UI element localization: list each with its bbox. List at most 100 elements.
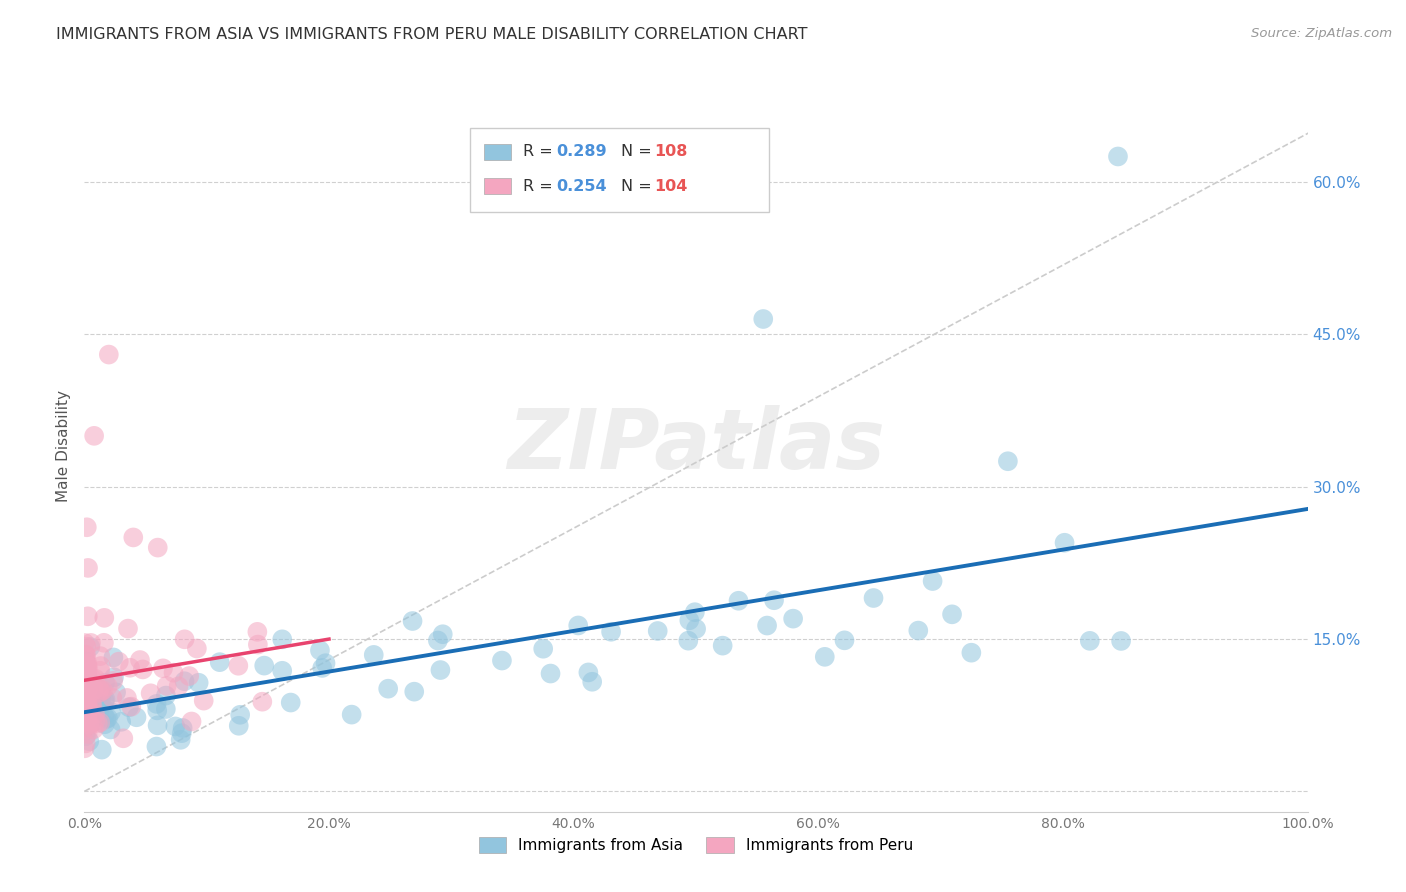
Point — [73, 686, 96, 700]
Point — [75, 670, 97, 684]
Text: N =: N = — [621, 178, 657, 194]
Point — [960, 646, 983, 660]
Point — [75, 688, 97, 702]
Point — [73, 690, 96, 705]
Point — [75, 650, 97, 665]
Bar — [484, 144, 512, 160]
Point — [89, 649, 111, 664]
Point — [165, 719, 187, 733]
Point — [89, 664, 111, 678]
Point — [73, 702, 96, 716]
Point — [683, 605, 706, 619]
Text: 104: 104 — [654, 178, 688, 194]
Bar — [484, 178, 512, 194]
Point — [173, 674, 195, 689]
Point — [91, 683, 114, 698]
Y-axis label: Male Disability: Male Disability — [56, 390, 72, 502]
Point — [77, 659, 100, 673]
Point — [75, 675, 97, 690]
Point — [118, 700, 141, 714]
Point — [145, 739, 167, 754]
Point — [101, 690, 124, 705]
Text: Source: ZipAtlas.com: Source: ZipAtlas.com — [1251, 27, 1392, 40]
Point — [76, 711, 98, 725]
Point — [77, 734, 100, 748]
Point — [79, 683, 101, 698]
Point — [79, 693, 101, 707]
Point — [315, 657, 337, 671]
Point — [75, 705, 97, 719]
Point — [77, 699, 100, 714]
Point — [145, 697, 167, 711]
Point — [782, 612, 804, 626]
Point — [87, 706, 110, 720]
Point — [76, 727, 98, 741]
Point — [80, 671, 103, 685]
Point — [75, 671, 97, 685]
Point — [90, 685, 112, 699]
Point — [76, 520, 98, 534]
Point — [921, 574, 943, 588]
Point — [73, 698, 96, 712]
Point — [76, 709, 98, 723]
Point — [73, 711, 96, 725]
Point — [84, 672, 107, 686]
Text: IMMIGRANTS FROM ASIA VS IMMIGRANTS FROM PERU MALE DISABILITY CORRELATION CHART: IMMIGRANTS FROM ASIA VS IMMIGRANTS FROM … — [56, 27, 807, 42]
Point — [941, 607, 963, 622]
Point — [75, 658, 97, 673]
Legend: Immigrants from Asia, Immigrants from Peru: Immigrants from Asia, Immigrants from Pe… — [472, 830, 920, 859]
Point — [377, 681, 399, 696]
Point — [75, 640, 97, 654]
Point — [228, 658, 250, 673]
Point — [73, 710, 96, 724]
Point — [80, 698, 103, 712]
Point — [77, 674, 100, 689]
Point — [93, 709, 115, 723]
Point — [73, 698, 96, 713]
Point — [429, 663, 451, 677]
FancyBboxPatch shape — [470, 128, 769, 212]
Point — [77, 671, 100, 685]
Point — [75, 720, 97, 734]
Point — [76, 714, 98, 729]
Point — [834, 633, 856, 648]
Point — [685, 622, 707, 636]
Point — [155, 689, 177, 703]
Point — [82, 698, 104, 713]
Point — [79, 697, 101, 711]
Point — [97, 679, 120, 693]
Point — [73, 659, 96, 673]
Point — [94, 717, 117, 731]
Point — [576, 665, 599, 680]
Point — [86, 681, 108, 695]
Point — [94, 692, 117, 706]
Point — [76, 684, 98, 698]
Point — [83, 722, 105, 736]
Point — [1078, 633, 1101, 648]
Point — [115, 690, 138, 705]
Point — [77, 697, 100, 711]
Text: 0.289: 0.289 — [557, 145, 607, 160]
Point — [93, 693, 115, 707]
Point — [252, 695, 274, 709]
Point — [77, 681, 100, 696]
Point — [162, 665, 184, 680]
Point — [180, 714, 202, 729]
Point — [173, 632, 195, 647]
Point — [76, 693, 98, 707]
Point — [907, 624, 929, 638]
Point — [997, 454, 1019, 468]
Point — [76, 663, 98, 677]
Point — [756, 618, 779, 632]
Point — [752, 312, 775, 326]
Point — [73, 714, 96, 729]
Point — [96, 712, 118, 726]
Point — [73, 636, 96, 650]
Point — [90, 698, 112, 712]
Point — [79, 717, 101, 731]
Point — [75, 736, 97, 750]
Point — [678, 633, 700, 648]
Point — [139, 686, 162, 700]
Point — [90, 683, 112, 698]
Point — [73, 693, 96, 707]
